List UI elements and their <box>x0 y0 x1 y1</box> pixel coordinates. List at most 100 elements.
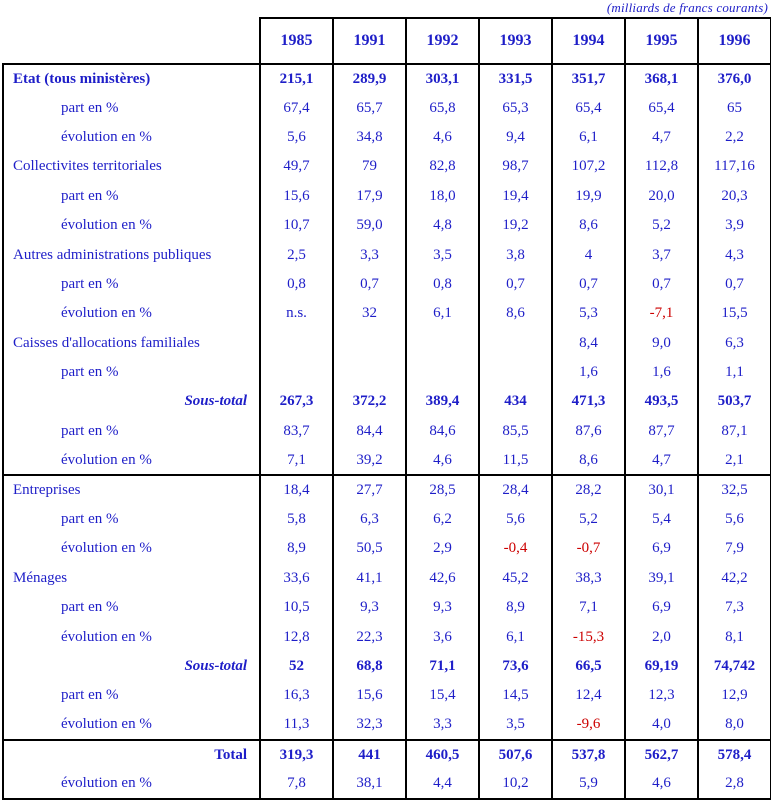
value-cell: 7,8 <box>259 769 333 800</box>
table-row: Entreprises 18,4 27,7 28,5 28,4 28,2 30,1 32,5 <box>2 474 771 505</box>
row-label: part en % <box>2 269 261 300</box>
value-cell: 319,3 <box>259 738 333 770</box>
value-cell: 503,7 <box>697 387 771 417</box>
value-cell: 1,6 <box>624 357 698 388</box>
value-cell: 8,6 <box>551 446 625 476</box>
table-row: évolution en % 7,8 38,1 4,4 10,2 5,9 4,6 2,8 <box>2 769 771 800</box>
value-cell: 71,1 <box>405 651 479 682</box>
row-label: part en % <box>2 593 261 623</box>
table-row: part en % 83,7 84,4 84,6 85,5 87,6 87,7 87,1 <box>2 416 771 447</box>
value-cell: 5,6 <box>259 122 333 153</box>
value-cell: 5,4 <box>624 504 698 535</box>
value-cell: 215,1 <box>259 62 333 94</box>
value-cell: 32,3 <box>332 710 406 740</box>
value-cell: 0,7 <box>697 269 771 300</box>
row-label: évolution en % <box>2 210 261 241</box>
table-row: part en % 16,3 15,6 15,4 14,5 12,4 12,3 12,9 <box>2 681 771 711</box>
table-row: évolution en % 10,7 59,0 4,8 19,2 8,6 5,2 3,9 <box>2 210 771 241</box>
value-cell: 83,7 <box>259 416 333 447</box>
row-label: Entreprises <box>2 474 261 505</box>
value-cell: 2,2 <box>697 122 771 153</box>
value-cell: 4,7 <box>624 446 698 476</box>
value-cell: 10,7 <box>259 210 333 241</box>
table-body: Etat (tous ministères) 215,1 289,9 303,1 331… <box>2 62 771 800</box>
financing-table: 1985 1991 1992 1993 1994 1995 1996 Etat (tous … <box>2 17 771 800</box>
year-header: 1994 <box>551 17 626 65</box>
value-cell: 372,2 <box>332 387 406 417</box>
table-row: Total 319,3 441 460,5 507,6 537,8 562,7 578,4 <box>2 738 771 770</box>
value-cell: 5,3 <box>551 299 625 329</box>
value-cell: 15,4 <box>405 681 479 711</box>
value-cell <box>478 357 552 388</box>
row-label: évolution en % <box>2 534 261 564</box>
value-cell: 45,2 <box>478 563 552 594</box>
value-cell: 6,1 <box>405 299 479 329</box>
value-cell: 2,8 <box>697 769 771 800</box>
row-label: part en % <box>2 504 261 535</box>
row-label: Autres administrations publiques <box>2 240 261 270</box>
table-row: évolution en % n.s. 32 6,1 8,6 5,3 -7,1 15,5 <box>2 299 771 329</box>
value-cell: 28,4 <box>478 474 552 505</box>
row-label: Sous-total <box>2 651 261 682</box>
value-cell: 84,6 <box>405 416 479 447</box>
table-row: Collectivites territoriales 49,7 79 82,8 98,… <box>2 152 771 182</box>
value-cell: 3,3 <box>405 710 479 740</box>
value-cell: 68,8 <box>332 651 406 682</box>
value-cell: 441 <box>332 738 406 770</box>
value-cell: 107,2 <box>551 152 625 182</box>
value-cell: -0,7 <box>551 534 625 564</box>
value-cell: 65,4 <box>551 93 625 123</box>
value-cell: 11,3 <box>259 710 333 740</box>
value-cell: 1,6 <box>551 357 625 388</box>
value-cell: 4,6 <box>405 446 479 476</box>
value-cell: 17,9 <box>332 181 406 211</box>
value-cell: 7,3 <box>697 593 771 623</box>
table-row: part en % 1,6 1,6 1,1 <box>2 357 771 388</box>
value-cell: 11,5 <box>478 446 552 476</box>
value-cell: 15,6 <box>259 181 333 211</box>
table-row: part en % 10,5 9,3 9,3 8,9 7,1 6,9 7,3 <box>2 593 771 623</box>
value-cell: 18,4 <box>259 474 333 505</box>
value-cell: 42,2 <box>697 563 771 594</box>
value-cell: 389,4 <box>405 387 479 417</box>
table-row: Sous-total 267,3 372,2 389,4 434 471,3 493,5 50… <box>2 387 771 417</box>
value-cell: 32,5 <box>697 474 771 505</box>
value-cell: 9,3 <box>332 593 406 623</box>
value-cell: 0,7 <box>624 269 698 300</box>
value-cell: 65 <box>697 93 771 123</box>
table-row: évolution en % 8,9 50,5 2,9 -0,4 -0,7 6,9 7,9 <box>2 534 771 564</box>
value-cell: 2,9 <box>405 534 479 564</box>
header-row: 1985 1991 1992 1993 1994 1995 1996 <box>3 17 771 65</box>
value-cell: 0,7 <box>478 269 552 300</box>
value-cell: 73,6 <box>478 651 552 682</box>
value-cell: 0,8 <box>405 269 479 300</box>
table-row: évolution en % 7,1 39,2 4,6 11,5 8,6 4,7 2,1 <box>2 446 771 476</box>
value-cell: 267,3 <box>259 387 333 417</box>
year-header: 1985 <box>259 17 334 65</box>
value-cell: 4 <box>551 240 625 270</box>
value-cell: 2,5 <box>259 240 333 270</box>
value-cell: 9,0 <box>624 328 698 358</box>
table-row: Caisses d'allocations familiales 8,4 9,0 6,… <box>2 328 771 358</box>
table-row: part en % 0,8 0,7 0,8 0,7 0,7 0,7 0,7 <box>2 269 771 300</box>
value-cell: 5,6 <box>478 504 552 535</box>
value-cell: 112,8 <box>624 152 698 182</box>
value-cell <box>332 357 406 388</box>
value-cell: 117,16 <box>697 152 771 182</box>
value-cell: 5,6 <box>697 504 771 535</box>
value-cell: 20,3 <box>697 181 771 211</box>
value-cell: 5,2 <box>551 504 625 535</box>
value-cell: 15,6 <box>332 681 406 711</box>
row-label: évolution en % <box>2 622 261 652</box>
value-cell: 18,0 <box>405 181 479 211</box>
value-cell: 39,2 <box>332 446 406 476</box>
value-cell: 8,9 <box>478 593 552 623</box>
value-cell: 578,4 <box>697 738 771 770</box>
value-cell: 79 <box>332 152 406 182</box>
value-cell: 84,4 <box>332 416 406 447</box>
value-cell: 33,6 <box>259 563 333 594</box>
value-cell: 12,9 <box>697 681 771 711</box>
value-cell: 5,9 <box>551 769 625 800</box>
value-cell: 12,8 <box>259 622 333 652</box>
